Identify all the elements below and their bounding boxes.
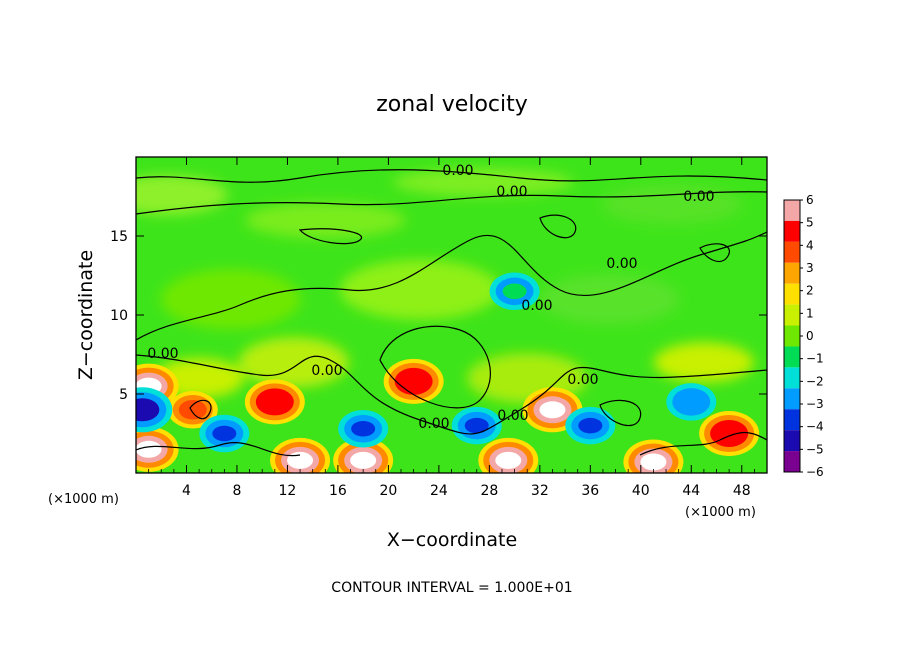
- zero-contour-line: [539, 214, 577, 239]
- y-tick-label: 10: [110, 308, 128, 324]
- x-tick-label: 32: [531, 483, 549, 499]
- velocity-feature: [489, 272, 540, 311]
- contour-label: 0.00: [606, 256, 637, 272]
- field-shading-5: [339, 259, 500, 320]
- contour-label: 0.00: [567, 372, 598, 388]
- x-tick-label: 24: [430, 483, 448, 499]
- colorbar-swatch: [784, 304, 800, 326]
- velocity-feature: [666, 383, 717, 421]
- zero-contour-line: [189, 399, 212, 420]
- colorbar-swatch: [784, 346, 800, 368]
- zero-contour-line: [136, 191, 767, 215]
- colorbar-swatch: [784, 325, 800, 347]
- colorbar-swatch: [784, 241, 800, 263]
- colorbar-label: 5: [806, 216, 814, 230]
- contour-label: 0.00: [311, 363, 342, 379]
- field-shading-0: [136, 174, 228, 215]
- colorbar-label: 0: [806, 329, 814, 343]
- y-tick-label: 15: [110, 229, 128, 245]
- zero-contour-line: [136, 169, 767, 183]
- x-tick-label: 4: [182, 483, 191, 499]
- contour-interval-label: CONTOUR INTERVAL = 1.000E+01: [331, 580, 572, 596]
- colorbar-swatch: [784, 451, 800, 472]
- colorbar-label: 1: [806, 306, 814, 320]
- contour-label: 0.00: [418, 416, 449, 432]
- colorbar-label: 2: [806, 284, 814, 298]
- velocity-feature: [383, 358, 444, 404]
- velocity-feature: [136, 426, 179, 472]
- velocity-feature: [478, 437, 539, 473]
- zero-contour-line: [298, 228, 363, 245]
- zero-contour-line: [136, 354, 767, 435]
- velocity-feature: [451, 406, 502, 445]
- contour-label: 0.00: [497, 408, 528, 424]
- x-tick-label: 44: [682, 483, 700, 499]
- colorbar-label: −2: [806, 374, 824, 388]
- y-tick-label: 5: [119, 387, 128, 403]
- colorbar-label: −5: [806, 442, 824, 456]
- x-unit-label-right: (×1000 m): [685, 505, 756, 520]
- colorbar-swatch: [784, 262, 800, 284]
- colorbar: 6 5 4 3 2 1 0 −1 −2 −3 −4 −5 −6: [783, 193, 824, 479]
- x-tick-label: 28: [480, 483, 498, 499]
- colorbar-label: −1: [806, 352, 824, 366]
- contour-label: 0.00: [521, 298, 552, 314]
- colorbar-swatch: [784, 388, 800, 410]
- x-tick-label: 36: [581, 483, 599, 499]
- velocity-feature: [270, 437, 331, 473]
- field-shading-9: [653, 342, 754, 383]
- colorbar-swatch: [784, 409, 800, 431]
- velocity-feature: [565, 406, 616, 445]
- contour-label: 0.00: [683, 189, 714, 205]
- colorbar-label: 4: [806, 238, 814, 252]
- zero-contour-line: [136, 442, 301, 457]
- field-shading-2: [393, 168, 574, 197]
- y-axis-title: Z−coordinate: [75, 250, 97, 380]
- field-shading-3: [602, 184, 743, 225]
- zero-contour-line: [639, 431, 767, 456]
- velocity-feature: [136, 387, 173, 433]
- plot-area: 0.00 0.00 0.00 0.00 0.00 0.00 0.00 0.00 0.00 0.00…: [110, 156, 768, 499]
- zero-contour-line: [699, 243, 731, 262]
- field-shading-4: [160, 269, 301, 330]
- velocity-feature: [199, 414, 250, 453]
- colorbar-swatch: [784, 367, 800, 389]
- x-tick-label: 8: [232, 483, 241, 499]
- colorbar-swatch: [784, 220, 800, 242]
- zero-contour-line: [136, 231, 767, 341]
- x-tick-label: 16: [329, 483, 347, 499]
- contour-label: 0.00: [442, 163, 473, 179]
- velocity-feature: [244, 379, 305, 425]
- zero-contour-line: [599, 399, 642, 427]
- x-axis-title: X−coordinate: [387, 529, 517, 551]
- x-tick-label: 48: [733, 483, 751, 499]
- colorbar-swatch: [784, 430, 800, 452]
- field-layer: [136, 168, 767, 473]
- zero-contour-line: [379, 325, 491, 409]
- colorbar-label: −3: [806, 397, 824, 411]
- x-tick-label: 40: [632, 483, 650, 499]
- colorbar-label: 6: [806, 193, 814, 207]
- colorbar-label: 3: [806, 261, 814, 275]
- colorbar-label: −4: [806, 420, 824, 434]
- contour-label: 0.00: [147, 346, 178, 362]
- velocity-feature: [338, 410, 389, 448]
- x-tick-label: 12: [279, 483, 297, 499]
- colorbar-swatch: [784, 283, 800, 305]
- chart-title: zonal velocity: [376, 92, 528, 117]
- colorbar-swatch: [784, 200, 800, 221]
- field-shading-6: [539, 274, 680, 325]
- x-unit-label-left: (×1000 m): [48, 492, 119, 507]
- x-tick-label: 20: [379, 483, 397, 499]
- velocity-feature: [333, 437, 394, 473]
- contour-label: 0.00: [496, 184, 527, 200]
- field-shading-1: [245, 202, 406, 239]
- colorbar-label: −6: [806, 465, 824, 479]
